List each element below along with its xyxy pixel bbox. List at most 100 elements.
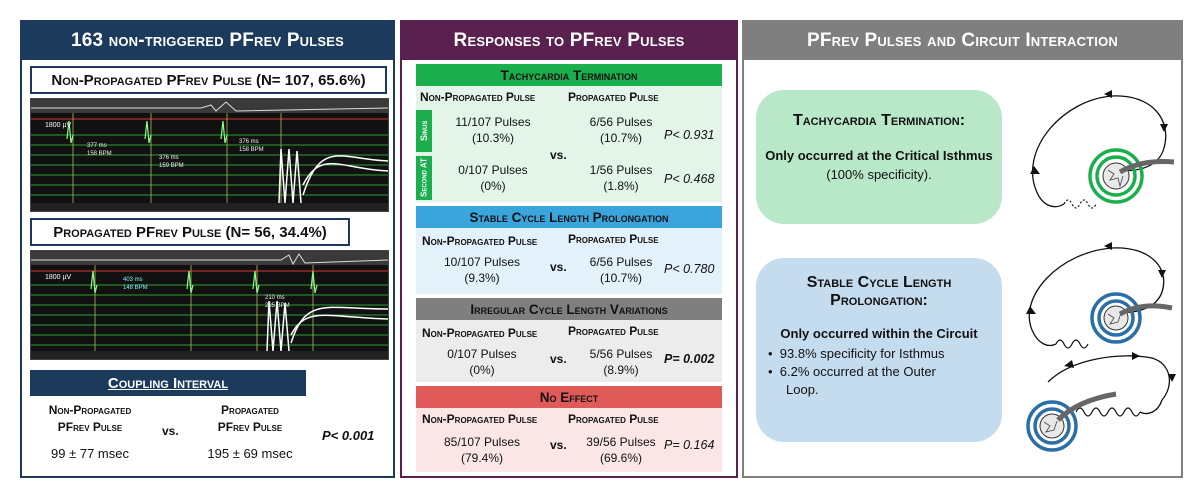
- section-title-irregular: Irregular Cycle Length Variations: [416, 298, 722, 320]
- ecg1-m2: 158 BPM: [87, 151, 112, 157]
- noeffect-prop: 39/56 Pulses (69.6%): [566, 434, 676, 466]
- section-stable-prolongation: Stable Cycle Length Prolongation Non-Pro…: [416, 206, 722, 294]
- noeffect-prop-count: 39/56 Pulses: [586, 435, 656, 449]
- circuit-diagram-isthmus: [1026, 242, 1173, 349]
- side-label-second-at: Second AT: [416, 156, 432, 200]
- prolongation-heading-2: Prolongation:: [830, 292, 928, 309]
- bubble-termination: Tachycardia Termination: Only occurred a…: [756, 90, 1002, 224]
- bullet-dot-2: •: [768, 364, 773, 379]
- prolongation-prop-pct: (10.7%): [599, 271, 643, 285]
- noeffect-nonprop: 85/107 Pulses (79.4%): [422, 434, 542, 466]
- section-tachycardia-termination: Tachycardia Termination Non-Propagated P…: [416, 64, 722, 202]
- ecg2-m2: 148 BPM: [123, 285, 148, 291]
- prolongation-nonprop-pct: (9.3%): [464, 271, 500, 285]
- section-no-effect: No Effect Non-Propagated Pulse Propagate…: [416, 386, 722, 472]
- prolongation-heading-1: Stable Cycle Length: [806, 274, 952, 291]
- panel-pulses: 163 non-triggered PFrev Pulses Non-Propa…: [20, 20, 395, 478]
- noeffect-p: P= 0.164: [664, 438, 715, 452]
- ecg2-m1: 403 ms: [123, 277, 143, 283]
- irregular-col-nonprop: Non-Propagated Pulse: [422, 326, 538, 340]
- irregular-col-prop: Propagated Pulse: [568, 324, 659, 338]
- section-irregular-variations: Irregular Cycle Length Variations Non-Pr…: [416, 298, 722, 382]
- termination-r1-prop-pct: (10.7%): [599, 131, 643, 145]
- ecg2-m3: 210 ms: [265, 295, 285, 301]
- bullet-text-2a: 6.2% occurred at the Outer: [779, 364, 936, 379]
- prop-title: Propagated PFrev Pulse (N= 56, 34.4%): [30, 218, 350, 246]
- ecg1-m3: 376 ms: [159, 155, 179, 161]
- coupling-val-prop: 195 ± 69 msec: [207, 446, 293, 461]
- termination-r2-prop-count: 1/56 Pulses: [589, 163, 653, 177]
- ecg1-m1: 377 ms: [87, 143, 107, 149]
- nonprop-title: Non-Propagated PFrev Pulse (N= 107, 65.6…: [30, 66, 387, 94]
- ecg1-scale: 1800 µV: [45, 122, 72, 129]
- prolongation-nonprop-count: 10/107 Pulses: [443, 255, 521, 269]
- irregular-nonprop-pct: (0%): [469, 363, 495, 377]
- prolongation-line1: Only occurred within the Circuit: [780, 326, 978, 341]
- bullet-isthmus: • 93.8% specificity for Isthmus: [768, 345, 1002, 363]
- panel-title-circuit: PFrev Pulses and Circuit Interaction: [744, 22, 1181, 60]
- coupling-vs: vs.: [162, 424, 179, 438]
- ecg-trace-propagated: 1800 µV 403 ms 148 BPM 210 ms 285 BPM: [30, 250, 389, 360]
- ecg-svg-2: 1800 µV 403 ms 148 BPM 210 ms 285 BPM: [31, 251, 388, 359]
- prolongation-bullets: • 93.8% specificity for Isthmus • 6.2% o…: [768, 345, 1002, 399]
- panel-circuit-interaction: PFrev Pulses and Circuit Interaction Tac…: [742, 20, 1183, 478]
- ecg2-m4: 285 BPM: [265, 303, 290, 309]
- termination-r1-nonprop-count: 11/107 Pulses: [455, 115, 531, 129]
- termination-line1: Only occurred at the Critical Isthmus: [765, 148, 993, 163]
- termination-heading: Tachycardia Termination:: [792, 112, 966, 129]
- prolongation-prop: 6/56 Pulses (10.7%): [566, 254, 676, 286]
- prolongation-nonprop: 10/107 Pulses (9.3%): [422, 254, 542, 286]
- irregular-prop-count: 5/56 Pulses: [589, 347, 653, 361]
- prolongation-prop-count: 6/56 Pulses: [589, 255, 653, 269]
- ecg1-m6: 158 BPM: [239, 147, 264, 153]
- noeffect-col-nonprop: Non-Propagated Pulse: [422, 412, 538, 426]
- section-title-termination: Tachycardia Termination: [416, 64, 722, 86]
- termination-r1-prop: 6/56 Pulses (10.7%): [566, 114, 676, 146]
- section-title-prolongation: Stable Cycle Length Prolongation: [416, 206, 722, 228]
- noeffect-nonprop-count: 85/107 Pulses: [443, 435, 521, 449]
- termination-r2-prop: 1/56 Pulses (1.8%): [566, 162, 676, 194]
- prolongation-col-nonprop: Non-Propagated Pulse: [422, 234, 538, 248]
- termination-col-prop: Propagated Pulse: [568, 90, 659, 104]
- prolongation-p: P< 0.780: [664, 262, 715, 276]
- coupling-col2-line1: Propagated: [221, 403, 279, 417]
- panel-responses: Responses to PFrev Pulses Tachycardia Te…: [400, 20, 738, 478]
- coupling-col2-label: Propagated PFrev Pulse: [190, 402, 310, 436]
- termination-r2-nonprop-pct: (0%): [480, 179, 506, 193]
- ecg1-m5: 376 ms: [239, 139, 259, 145]
- side-label-sinus: Sinus: [416, 110, 432, 152]
- termination-col-nonprop: Non-Propagated Pulse: [420, 90, 536, 104]
- termination-r1-nonprop-pct: (10.3%): [471, 131, 515, 145]
- irregular-prop-pct: (8.9%): [603, 363, 639, 377]
- coupling-col1-label: Non-Propagated PFrev Pulse: [30, 402, 150, 436]
- termination-r2-p: P< 0.468: [664, 172, 715, 186]
- prolongation-col-prop: Propagated Pulse: [568, 232, 659, 246]
- irregular-nonprop-count: 0/107 Pulses: [447, 347, 517, 361]
- coupling-p-value: P< 0.001: [322, 428, 375, 443]
- circuit-diagram-outer-loop: [1026, 352, 1176, 452]
- termination-line2: (100% specificity).: [826, 167, 932, 182]
- ecg2-scale: 1800 µV: [45, 274, 72, 281]
- coupling-interval-title: Coupling Interval: [30, 370, 306, 396]
- irregular-prop: 5/56 Pulses (8.9%): [566, 346, 676, 378]
- prolongation-vs: vs.: [550, 260, 567, 274]
- irregular-p: P= 0.002: [664, 352, 715, 366]
- ecg-trace-nonpropagated: 1800 µV 377 ms 158 BPM 376 ms 159 BPM 37…: [30, 98, 389, 212]
- bullet-outer-loop: • 6.2% occurred at the Outer: [768, 363, 1002, 381]
- noeffect-nonprop-pct: (79.4%): [460, 451, 504, 465]
- bullet-text-1: 93.8% specificity for Isthmus: [779, 346, 945, 361]
- noeffect-vs: vs.: [550, 438, 567, 452]
- bullet-dot-1: •: [768, 346, 773, 361]
- coupling-col1-line2: PFrev Pulse: [57, 420, 123, 434]
- irregular-vs: vs.: [550, 352, 567, 366]
- noeffect-prop-pct: (69.6%): [599, 451, 643, 465]
- coupling-col2-line2: PFrev Pulse: [217, 420, 283, 434]
- noeffect-col-prop: Propagated Pulse: [568, 412, 659, 426]
- ecg1-m4: 159 BPM: [159, 163, 184, 169]
- termination-r1-p: P< 0.931: [664, 128, 715, 142]
- circuit-diagram-termination: [1030, 90, 1175, 209]
- panel-title-pulses: 163 non-triggered PFrev Pulses: [22, 22, 393, 60]
- termination-r1-prop-count: 6/56 Pulses: [589, 115, 653, 129]
- termination-r2-nonprop-count: 0/107 Pulses: [458, 163, 528, 177]
- irregular-nonprop: 0/107 Pulses (0%): [422, 346, 542, 378]
